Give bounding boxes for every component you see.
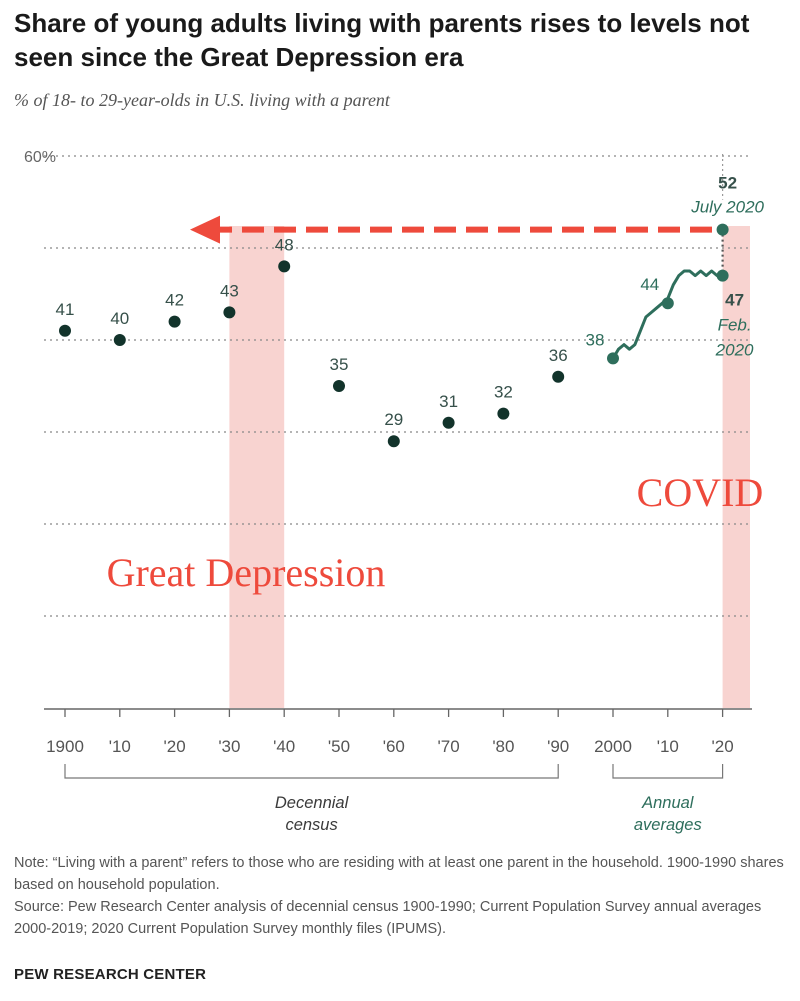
- comparison-arrow-head: [190, 215, 220, 244]
- data-series: [59, 154, 729, 448]
- decennial-point-0: [59, 324, 71, 337]
- feb-2020-date-line2: 2020: [715, 341, 754, 360]
- decennial-label-0: 41: [56, 300, 75, 319]
- x-tick-label-9: '90: [547, 737, 569, 756]
- shaded-periods: [229, 226, 750, 708]
- gridlines: 60%: [24, 149, 752, 617]
- chart-subtitle: % of 18- to 29-year-olds in U.S. living …: [14, 90, 390, 110]
- annual-label-0: 38: [586, 330, 605, 349]
- x-tick-label-0: 1900: [46, 737, 84, 756]
- decennial-point-2: [168, 315, 181, 328]
- decennial-point-4: [278, 260, 291, 273]
- bracket-label-line2-0: census: [285, 816, 337, 834]
- covid-label: COVID: [637, 470, 764, 515]
- x-tick-label-2: '20: [164, 737, 186, 756]
- annual-point-1: [661, 297, 674, 310]
- bracket-label-line1-0: Decennial: [275, 794, 350, 812]
- decennial-label-2: 42: [165, 291, 184, 310]
- x-tick-label-7: '70: [438, 737, 460, 756]
- x-axis: 1900 '10 '20 '30 '40 '50 '60 '70 '80 '90 2000 '10 '2…: [44, 708, 752, 756]
- note-text: Note: “Living with a parent” refers to t…: [14, 855, 784, 893]
- decennial-point-3: [223, 306, 236, 319]
- decennial-label-3: 43: [220, 281, 239, 300]
- x-tick-label-8: '80: [492, 737, 514, 756]
- bracket-1: [612, 764, 724, 779]
- annual-average-line: [611, 269, 723, 360]
- bracket-0: [64, 764, 559, 779]
- x-tick-label-11: '10: [657, 737, 679, 756]
- decennial-label-6: 29: [384, 410, 403, 429]
- y-tick-label: 60%: [24, 149, 56, 166]
- x-tick-label-5: '50: [328, 737, 350, 756]
- source-text: Source: Pew Research Center analysis of …: [14, 899, 762, 937]
- decennial-label-5: 35: [330, 355, 349, 374]
- decennial-label-7: 31: [439, 392, 458, 411]
- decennial-point-8: [497, 407, 510, 420]
- feb-2020-point: [716, 269, 729, 282]
- bracket-label-line2-1: averages: [634, 816, 702, 834]
- july-2020-point: [716, 223, 729, 236]
- x-tick-label-3: '30: [218, 737, 240, 756]
- decennial-label-9: 36: [549, 346, 568, 365]
- x-tick-label-10: 2000: [594, 737, 632, 756]
- chart-title: Share of young adults living with parent…: [14, 8, 750, 72]
- chart-note: Note: “Living with a parent” refers to t…: [14, 852, 794, 940]
- decennial-label-4: 48: [275, 235, 294, 254]
- feb-2020-date-line1: Feb.: [718, 316, 752, 335]
- bracket-label-line1-1: Annual: [641, 794, 695, 812]
- great-depression-label: Great Depression: [107, 550, 386, 595]
- data-labels: 41 40 42 43 48 35 29 31 32 36 38 44 47 Feb. 2020 52 July…: [56, 174, 765, 430]
- feb-2020-value: 47: [725, 291, 744, 310]
- july-2020-date: July 2020: [690, 198, 764, 217]
- decennial-point-1: [113, 334, 126, 346]
- decennial-point-5: [333, 380, 345, 392]
- decennial-point-9: [552, 370, 565, 383]
- decennial-label-8: 32: [494, 383, 513, 402]
- x-tick-label-6: '60: [383, 737, 405, 756]
- annotations: Great Depression COVID: [107, 215, 764, 595]
- x-tick-label-12: '20: [712, 737, 734, 756]
- decennial-point-7: [442, 416, 455, 429]
- x-tick-label-1: '10: [109, 737, 131, 756]
- annual-point-0: [607, 352, 619, 365]
- shaded-period-0: [229, 226, 285, 708]
- decennial-label-1: 40: [110, 309, 129, 328]
- annual-label-1: 44: [640, 275, 659, 294]
- july-2020-value: 52: [718, 174, 737, 193]
- decennial-point-6: [387, 435, 400, 448]
- shaded-period-1: [722, 226, 750, 708]
- x-tick-label-4: '40: [273, 737, 295, 756]
- axis-brackets: Decennial census Annual averages: [64, 764, 724, 834]
- footer-brand: PEW RESEARCH CENTER: [14, 966, 207, 983]
